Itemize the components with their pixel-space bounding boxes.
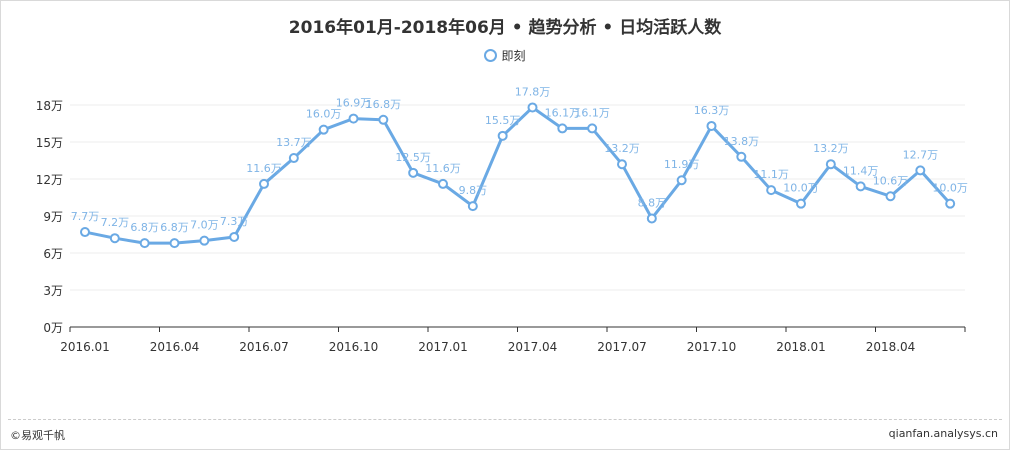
data-label: 11.9万 bbox=[664, 158, 700, 171]
data-point bbox=[348, 113, 359, 124]
data-point bbox=[617, 159, 627, 170]
data-point bbox=[915, 165, 926, 176]
data-point bbox=[796, 198, 806, 209]
data-label: 13.7万 bbox=[276, 136, 312, 149]
data-point bbox=[885, 191, 896, 202]
y-tick-label: 9万 bbox=[43, 210, 63, 224]
data-label: 16.3万 bbox=[694, 104, 730, 117]
legend-marker-icon bbox=[484, 49, 498, 62]
data-label: 11.6万 bbox=[246, 162, 282, 175]
chart-title: 2016年01月-2018年06月 • 趋势分析 • 日均活跃人数 bbox=[288, 18, 722, 38]
footer-url: qianfan.analysys.cn bbox=[888, 427, 998, 440]
y-tick-label: 12万 bbox=[36, 173, 63, 187]
footer-divider bbox=[8, 419, 1002, 420]
data-point bbox=[229, 231, 240, 242]
y-tick-label: 3万 bbox=[43, 284, 63, 298]
data-label: 10.0万 bbox=[932, 182, 968, 195]
data-label: 13.2万 bbox=[604, 142, 640, 155]
data-label: 16.1万 bbox=[574, 106, 610, 119]
x-tick-label: 2017.07 bbox=[597, 340, 647, 354]
data-point bbox=[438, 178, 448, 189]
data-label: 11.1万 bbox=[753, 168, 789, 181]
data-point bbox=[766, 185, 777, 196]
x-tick-label: 2018.01 bbox=[776, 340, 826, 354]
data-label: 16.1万 bbox=[545, 106, 581, 119]
x-tick-label: 2016.07 bbox=[239, 340, 289, 354]
data-point bbox=[646, 213, 657, 224]
data-point bbox=[378, 114, 389, 125]
legend-label: 即刻 bbox=[501, 49, 526, 63]
data-label: 16.0万 bbox=[306, 108, 342, 121]
data-point bbox=[676, 175, 687, 186]
data-point bbox=[527, 102, 538, 113]
data-point bbox=[706, 120, 717, 131]
x-tick-label: 2017.10 bbox=[687, 340, 737, 354]
legend[interactable]: 即刻 bbox=[0, 47, 1010, 64]
x-tick-label: 2016.04 bbox=[150, 340, 200, 354]
data-label: 15.5万 bbox=[485, 114, 521, 127]
data-label: 7.0万 bbox=[190, 219, 219, 232]
data-label: 12.5万 bbox=[395, 151, 431, 164]
data-label: 16.9万 bbox=[336, 97, 372, 110]
data-label: 7.2万 bbox=[101, 216, 130, 229]
x-tick-label: 2016.01 bbox=[60, 340, 110, 354]
data-label: 16.8万 bbox=[366, 98, 402, 111]
data-label: 17.8万 bbox=[515, 85, 551, 98]
data-label: 8.8万 bbox=[638, 196, 667, 209]
x-tick-label: 2016.10 bbox=[329, 340, 379, 354]
series-line bbox=[84, 105, 952, 245]
data-point bbox=[169, 238, 180, 249]
data-label: 10.0万 bbox=[783, 182, 819, 195]
data-point bbox=[736, 151, 747, 162]
data-label: 7.3万 bbox=[220, 215, 249, 228]
data-label: 12.7万 bbox=[903, 148, 939, 161]
data-label: 13.2万 bbox=[813, 142, 849, 155]
data-point bbox=[855, 181, 866, 192]
data-label: 7.7万 bbox=[71, 210, 100, 223]
footer-copyright: ©易观千帆 bbox=[10, 429, 65, 442]
data-point bbox=[497, 130, 508, 141]
data-point bbox=[587, 123, 598, 134]
data-point bbox=[557, 123, 568, 134]
data-point bbox=[109, 233, 120, 244]
data-label: 9.8万 bbox=[459, 184, 488, 197]
data-point bbox=[288, 153, 299, 164]
y-tick-label: 6万 bbox=[43, 247, 63, 261]
data-label: 13.8万 bbox=[724, 135, 760, 148]
data-point bbox=[318, 124, 329, 135]
data-label: 10.6万 bbox=[873, 174, 909, 187]
data-label: 6.8万 bbox=[160, 221, 189, 234]
data-label: 6.8万 bbox=[130, 221, 159, 234]
data-point bbox=[467, 201, 478, 212]
data-label: 11.4万 bbox=[843, 164, 879, 177]
data-point bbox=[199, 235, 210, 246]
x-tick-label: 2017.01 bbox=[418, 340, 468, 354]
data-label: 11.6万 bbox=[425, 162, 461, 175]
x-tick-label: 2018.04 bbox=[866, 340, 916, 354]
data-point bbox=[825, 159, 836, 170]
y-tick-label: 15万 bbox=[36, 136, 63, 150]
data-point bbox=[139, 238, 150, 249]
data-point bbox=[259, 178, 269, 189]
y-tick-label: 18万 bbox=[36, 99, 63, 113]
x-tick-label: 2017.04 bbox=[508, 340, 558, 354]
y-tick-label: 0万 bbox=[43, 321, 63, 335]
data-point bbox=[408, 167, 419, 178]
data-point bbox=[80, 227, 90, 238]
data-point bbox=[945, 198, 956, 209]
